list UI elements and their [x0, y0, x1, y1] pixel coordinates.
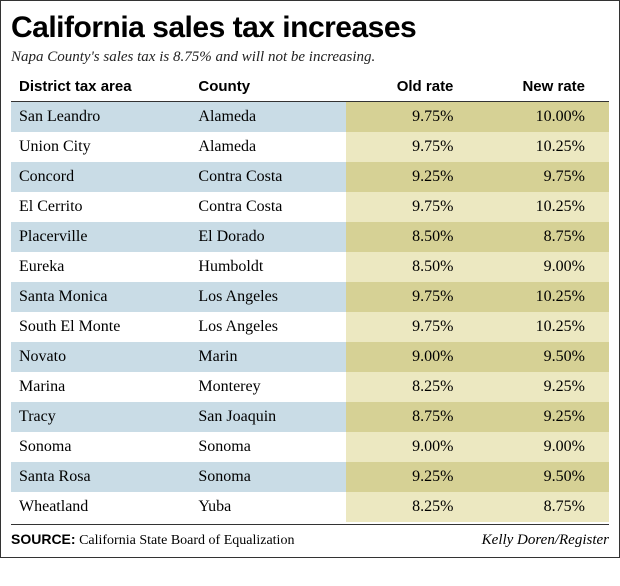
- cell-district: South El Monte: [11, 312, 190, 342]
- cell-new-rate: 9.50%: [477, 342, 609, 372]
- cell-district: Wheatland: [11, 492, 190, 522]
- cell-district: Concord: [11, 162, 190, 192]
- table-row: NovatoMarin9.00%9.50%: [11, 342, 609, 372]
- cell-new-rate: 10.25%: [477, 312, 609, 342]
- subtitle: Napa County's sales tax is 8.75% and wil…: [11, 49, 609, 66]
- table-row: MarinaMonterey8.25%9.25%: [11, 372, 609, 402]
- table-row: PlacervilleEl Dorado8.50%8.75%: [11, 222, 609, 252]
- table-row: Santa RosaSonoma9.25%9.50%: [11, 462, 609, 492]
- table-row: South El MonteLos Angeles9.75%10.25%: [11, 312, 609, 342]
- cell-district: Santa Rosa: [11, 462, 190, 492]
- cell-district: Tracy: [11, 402, 190, 432]
- cell-new-rate: 9.00%: [477, 252, 609, 282]
- table-row: San LeandroAlameda9.75%10.00%: [11, 102, 609, 133]
- cell-old-rate: 9.00%: [346, 432, 478, 462]
- table-header-row: District tax area County Old rate New ra…: [11, 74, 609, 102]
- cell-district: Union City: [11, 132, 190, 162]
- cell-district: El Cerrito: [11, 192, 190, 222]
- col-header-county: County: [190, 74, 345, 102]
- cell-county: El Dorado: [190, 222, 345, 252]
- cell-old-rate: 9.75%: [346, 312, 478, 342]
- footer: SOURCE: California State Board of Equali…: [11, 524, 609, 549]
- cell-county: Los Angeles: [190, 282, 345, 312]
- cell-district: Santa Monica: [11, 282, 190, 312]
- table-body: San LeandroAlameda9.75%10.00%Union CityA…: [11, 102, 609, 523]
- source: SOURCE: California State Board of Equali…: [11, 531, 294, 549]
- cell-new-rate: 9.50%: [477, 462, 609, 492]
- cell-county: Sonoma: [190, 432, 345, 462]
- graphic-container: California sales tax increases Napa Coun…: [0, 0, 620, 558]
- credit: Kelly Doren/Register: [482, 532, 609, 549]
- source-text: California State Board of Equalization: [79, 533, 294, 548]
- cell-new-rate: 10.25%: [477, 282, 609, 312]
- cell-county: Humboldt: [190, 252, 345, 282]
- cell-new-rate: 9.00%: [477, 432, 609, 462]
- cell-new-rate: 9.75%: [477, 162, 609, 192]
- cell-district: Marina: [11, 372, 190, 402]
- table-row: TracySan Joaquin8.75%9.25%: [11, 402, 609, 432]
- cell-old-rate: 8.25%: [346, 372, 478, 402]
- cell-county: Alameda: [190, 132, 345, 162]
- cell-county: Yuba: [190, 492, 345, 522]
- table-row: Union CityAlameda9.75%10.25%: [11, 132, 609, 162]
- cell-new-rate: 10.00%: [477, 102, 609, 133]
- col-header-old: Old rate: [346, 74, 478, 102]
- cell-district: Sonoma: [11, 432, 190, 462]
- cell-old-rate: 9.75%: [346, 102, 478, 133]
- table-row: El CerritoContra Costa9.75%10.25%: [11, 192, 609, 222]
- cell-old-rate: 9.25%: [346, 162, 478, 192]
- cell-county: Sonoma: [190, 462, 345, 492]
- cell-district: Eureka: [11, 252, 190, 282]
- cell-old-rate: 9.75%: [346, 132, 478, 162]
- cell-county: Marin: [190, 342, 345, 372]
- cell-old-rate: 8.50%: [346, 252, 478, 282]
- tax-table: District tax area County Old rate New ra…: [11, 74, 609, 522]
- cell-district: Placerville: [11, 222, 190, 252]
- table-row: Santa MonicaLos Angeles9.75%10.25%: [11, 282, 609, 312]
- cell-old-rate: 8.25%: [346, 492, 478, 522]
- cell-new-rate: 9.25%: [477, 372, 609, 402]
- col-header-new: New rate: [477, 74, 609, 102]
- cell-old-rate: 8.75%: [346, 402, 478, 432]
- cell-old-rate: 9.00%: [346, 342, 478, 372]
- cell-county: Monterey: [190, 372, 345, 402]
- cell-old-rate: 8.50%: [346, 222, 478, 252]
- cell-new-rate: 10.25%: [477, 192, 609, 222]
- cell-new-rate: 9.25%: [477, 402, 609, 432]
- cell-district: Novato: [11, 342, 190, 372]
- cell-old-rate: 9.25%: [346, 462, 478, 492]
- col-header-district: District tax area: [11, 74, 190, 102]
- source-label: SOURCE:: [11, 531, 76, 547]
- table-row: WheatlandYuba8.25%8.75%: [11, 492, 609, 522]
- cell-district: San Leandro: [11, 102, 190, 133]
- cell-county: Contra Costa: [190, 192, 345, 222]
- cell-new-rate: 8.75%: [477, 222, 609, 252]
- table-row: EurekaHumboldt8.50%9.00%: [11, 252, 609, 282]
- cell-old-rate: 9.75%: [346, 282, 478, 312]
- cell-county: Contra Costa: [190, 162, 345, 192]
- cell-old-rate: 9.75%: [346, 192, 478, 222]
- cell-county: San Joaquin: [190, 402, 345, 432]
- cell-new-rate: 8.75%: [477, 492, 609, 522]
- title: California sales tax increases: [11, 11, 609, 45]
- table-row: SonomaSonoma9.00%9.00%: [11, 432, 609, 462]
- table-row: ConcordContra Costa9.25%9.75%: [11, 162, 609, 192]
- cell-county: Los Angeles: [190, 312, 345, 342]
- cell-county: Alameda: [190, 102, 345, 133]
- cell-new-rate: 10.25%: [477, 132, 609, 162]
